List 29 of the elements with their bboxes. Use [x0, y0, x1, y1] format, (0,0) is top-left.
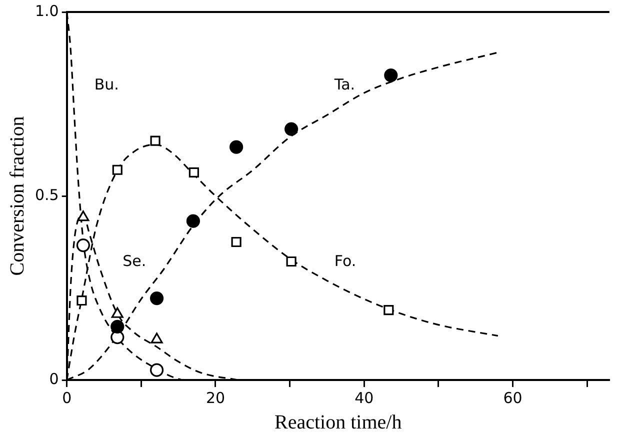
point: [188, 167, 199, 178]
x-axis-title: Reaction time/h: [274, 411, 402, 434]
point: [150, 292, 164, 306]
y-tick-label: 0.5: [34, 186, 59, 204]
point: [230, 140, 244, 154]
x-tick-label: 20: [206, 388, 226, 407]
annotation: Bu.: [94, 75, 119, 94]
point: [77, 210, 90, 222]
y-tick-label: 1.0: [34, 2, 59, 20]
point: [284, 122, 298, 136]
y-tick-label: 0: [49, 370, 59, 388]
point: [110, 320, 124, 334]
annotation: Se.: [122, 252, 146, 270]
annotation: Ta.: [333, 75, 356, 94]
x-tick-label: 40: [354, 388, 374, 407]
point: [186, 214, 200, 228]
point: [76, 295, 87, 306]
point: [384, 305, 394, 316]
point: [112, 164, 122, 175]
x-tick-label: 0: [62, 388, 72, 407]
y-axis-title: Conversion fraction: [6, 116, 28, 276]
point: [76, 238, 90, 252]
point: [150, 363, 164, 377]
point: [286, 256, 296, 267]
x-tick-label: 60: [503, 388, 522, 407]
point: [150, 136, 160, 146]
annotation: Fo.: [334, 252, 356, 270]
point: [384, 68, 398, 82]
point: [231, 236, 242, 248]
